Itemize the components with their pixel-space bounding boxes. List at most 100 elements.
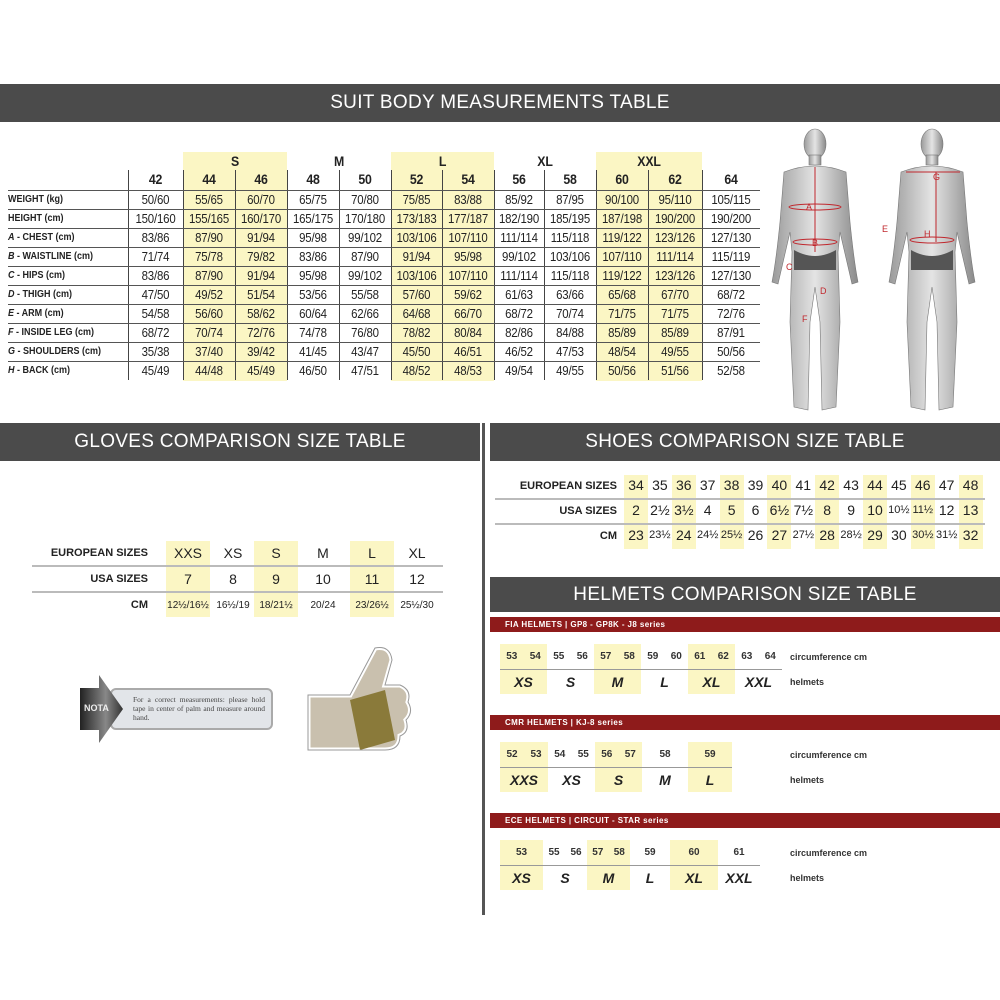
table-cell: 43/47 xyxy=(351,344,379,359)
size-column-header: 54 xyxy=(461,171,475,187)
panel-divider xyxy=(482,423,485,915)
column-divider xyxy=(494,170,495,380)
table-cell: 87/90 xyxy=(351,249,379,264)
table-cell: 95/98 xyxy=(299,230,327,245)
table-cell: 46 xyxy=(915,477,931,493)
row-letter: D xyxy=(8,289,15,300)
table-cell: 95/98 xyxy=(299,268,327,283)
size-group-label: XL xyxy=(537,153,553,169)
table-cell: 68/72 xyxy=(141,325,170,340)
table-cell: 87/91 xyxy=(717,325,745,340)
table-cell: 155/165 xyxy=(188,211,230,226)
table-cell: 95/110 xyxy=(658,192,692,207)
table-cell: 79/82 xyxy=(247,249,275,264)
circumference-value: 56 xyxy=(601,749,613,760)
table-cell: 71/75 xyxy=(608,306,636,321)
row-divider xyxy=(8,285,760,286)
row-label-text: - THIGH (cm) xyxy=(14,289,73,300)
table-cell: 72/76 xyxy=(717,306,745,321)
table-cell: 2½ xyxy=(650,502,670,518)
table-cell: 111/114 xyxy=(500,230,538,245)
table-cell: 27 xyxy=(771,527,788,543)
circumference-value: 60 xyxy=(688,847,700,858)
row-label: A - CHEST (cm) xyxy=(8,232,114,243)
table-cell: 107/110 xyxy=(448,230,488,245)
row-letter: G xyxy=(8,346,16,357)
helmet-size: XL xyxy=(685,869,703,886)
table-cell: 51/56 xyxy=(661,363,689,378)
circumference-value: 57 xyxy=(624,749,636,760)
table-cell: 87/90 xyxy=(195,268,223,283)
row-label: WEIGHT (kg) xyxy=(8,194,114,205)
helmets-label: helmets xyxy=(790,775,825,785)
circumference-value: 52 xyxy=(506,749,518,760)
helmet-size-group: 59 L xyxy=(630,840,670,890)
row-label: F - INSIDE LEG (cm) xyxy=(8,327,114,338)
circumference-values: 60 xyxy=(670,840,718,865)
column-divider xyxy=(287,170,288,380)
circumference-values: 55 56 xyxy=(547,644,594,669)
helmet-size: L xyxy=(705,771,715,788)
table-cell: 30 xyxy=(891,527,907,543)
table-cell: S xyxy=(271,545,281,561)
table-cell: 103/106 xyxy=(396,268,437,283)
helmet-size: S xyxy=(560,869,570,886)
table-cell: 62/66 xyxy=(351,306,379,321)
table-cell: 107/110 xyxy=(602,249,642,264)
row-label: D - THIGH (cm) xyxy=(8,289,114,300)
row-letter: A xyxy=(8,232,15,243)
row-label-text: - CHEST (cm) xyxy=(14,232,75,243)
table-cell: 170/180 xyxy=(344,211,386,226)
column-divider xyxy=(702,170,703,380)
row-divider xyxy=(32,591,443,593)
table-cell: 65/68 xyxy=(608,287,636,302)
circumference-values: 59 60 xyxy=(641,644,688,669)
helmet-section-bar: FIA HELMETS | GP8 - GP8K - J8 series xyxy=(490,617,1000,632)
helmet-size-group: 61 XXL xyxy=(718,840,760,890)
row-divider xyxy=(8,228,760,229)
row-divider xyxy=(8,266,760,267)
figure-label-a: A xyxy=(806,202,812,212)
row-label: E - ARM (cm) xyxy=(8,308,114,319)
circumference-values: 61 xyxy=(718,840,760,865)
figure-label-g: G xyxy=(933,172,940,182)
table-cell: 45/49 xyxy=(141,363,170,378)
table-cell: 18/21½ xyxy=(259,600,293,611)
helmet-size: S xyxy=(613,771,624,788)
row-label-text: - ARM (cm) xyxy=(14,308,64,319)
helmet-size-group: 59 60 L xyxy=(641,644,688,694)
row-label-text: - HIPS (cm) xyxy=(14,270,66,281)
table-cell: 6 xyxy=(751,502,760,518)
row-letter: F xyxy=(8,327,14,338)
row-label: C - HIPS (cm) xyxy=(8,270,114,281)
table-cell: 160/170 xyxy=(240,211,282,226)
row-label: H - BACK (cm) xyxy=(8,365,114,376)
circumference-value: 54 xyxy=(554,749,566,760)
table-cell: 9 xyxy=(272,571,280,587)
size-column-header: 60 xyxy=(615,171,629,187)
table-cell: 47/51 xyxy=(351,363,379,378)
table-cell: 63/66 xyxy=(556,287,584,302)
table-cell: 8 xyxy=(823,502,832,518)
table-cell: 7½ xyxy=(793,502,814,518)
size-column-header: 48 xyxy=(306,171,320,187)
table-cell: 65/75 xyxy=(299,192,327,207)
helmet-size-group: 58 M xyxy=(642,742,688,792)
table-cell: 103/106 xyxy=(549,249,591,264)
table-cell: 47 xyxy=(938,477,955,493)
row-label: CM xyxy=(130,599,148,611)
row-label-text: - BACK (cm) xyxy=(14,365,71,376)
table-cell: 115/119 xyxy=(711,249,751,264)
table-cell: 190/200 xyxy=(710,211,752,226)
circumference-value: 57 xyxy=(600,651,612,662)
circumference-value: 56 xyxy=(570,847,582,858)
table-cell: 29 xyxy=(867,527,883,543)
table-cell: 61/63 xyxy=(505,287,533,302)
table-cell: 123/126 xyxy=(654,230,696,245)
table-cell: 44 xyxy=(867,477,883,493)
circumference-label: circumference cm xyxy=(790,848,868,858)
helmet-size-group: 55 56 S xyxy=(547,644,594,694)
helmets-table-header: HELMETS COMPARISON SIZE TABLE xyxy=(490,577,1000,612)
row-label: USA SIZES xyxy=(559,505,617,517)
row-divider xyxy=(32,565,443,567)
